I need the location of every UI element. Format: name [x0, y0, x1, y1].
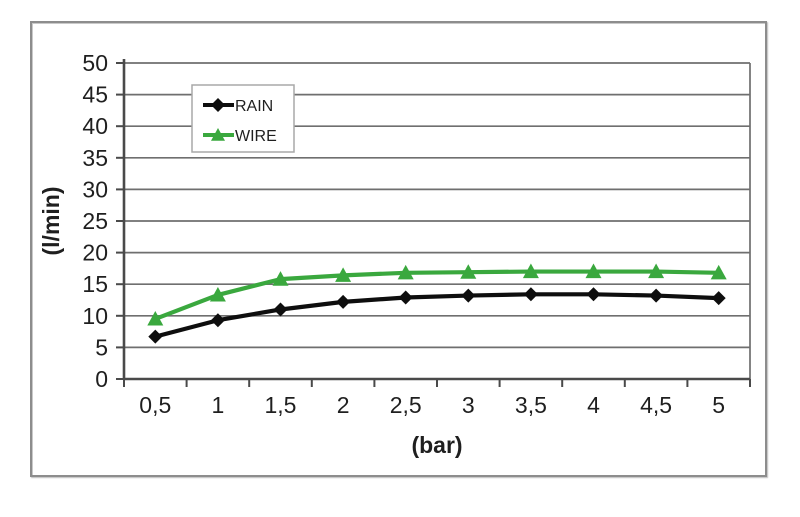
y-tick-label: 15 [82, 271, 108, 297]
legend-wire-marker [211, 128, 225, 141]
y-tick-label: 30 [82, 176, 108, 202]
series-rain-point [586, 287, 601, 302]
series-wire-point [710, 264, 727, 280]
y-tick-label: 25 [82, 208, 108, 234]
series-wire-point [397, 264, 414, 280]
series-wire-point [460, 264, 477, 279]
series-wire-line [153, 269, 721, 322]
legend-box [191, 84, 295, 153]
series-wire-point [648, 263, 665, 279]
x-tick-label: 4 [587, 392, 600, 418]
series-rain-point [711, 291, 726, 306]
y-tick-label: 5 [95, 334, 108, 360]
y-tick-label: 50 [82, 50, 108, 76]
y-tick-label: 40 [82, 113, 108, 139]
series-rain-point [210, 313, 225, 328]
flow-rate-line-chart: 0 5 10 15 20 25 30 35 40 45 50 0,5 1 1,5 2 2,5 3 3,5 4 4,5 5… [38, 50, 751, 458]
series-rain-point [398, 290, 413, 305]
series-wire-point [522, 263, 539, 279]
series-wire-point [147, 310, 164, 326]
legend-wire-label: WIRE [235, 128, 277, 145]
y-tick-label: 10 [82, 303, 108, 329]
series-rain-point [273, 302, 288, 317]
chart-frame: 0 5 10 15 20 25 30 35 40 45 50 0,5 1 1,5 2 2,5 3 3,5 4 4,5 5… [30, 21, 767, 477]
series-rain-point [649, 288, 664, 303]
x-tick-label: 4,5 [640, 392, 672, 418]
series-wire-point [209, 286, 226, 302]
y-tick-label: 20 [82, 240, 108, 266]
series-rain-line [153, 292, 721, 339]
legend-rain-label: RAIN [235, 98, 273, 115]
series-rain-point [523, 287, 538, 302]
series-rain-point [461, 288, 476, 303]
x-tick-label: 0,5 [139, 392, 171, 418]
y-tick-label: 35 [82, 145, 108, 171]
x-axis-title: (bar) [411, 432, 462, 458]
series-rain-point [148, 329, 163, 344]
y-tick-label: 0 [95, 366, 108, 392]
x-tick-label: 3 [462, 392, 475, 418]
x-tick-label: 1 [212, 392, 225, 418]
x-tick-label: 1,5 [265, 392, 297, 418]
series-wire-point [585, 263, 602, 279]
y-axis-title: (l/min) [38, 187, 64, 256]
x-tick-label: 3,5 [515, 392, 547, 418]
y-tick-label: 45 [82, 82, 108, 108]
x-tick-label: 5 [712, 392, 725, 418]
x-tick-label: 2 [337, 392, 350, 418]
series-wire-point [272, 271, 289, 286]
series-wire-point [335, 267, 352, 282]
legend-rain-marker [211, 98, 225, 112]
x-tick-label: 2,5 [390, 392, 422, 418]
series-rain-point [336, 294, 351, 309]
